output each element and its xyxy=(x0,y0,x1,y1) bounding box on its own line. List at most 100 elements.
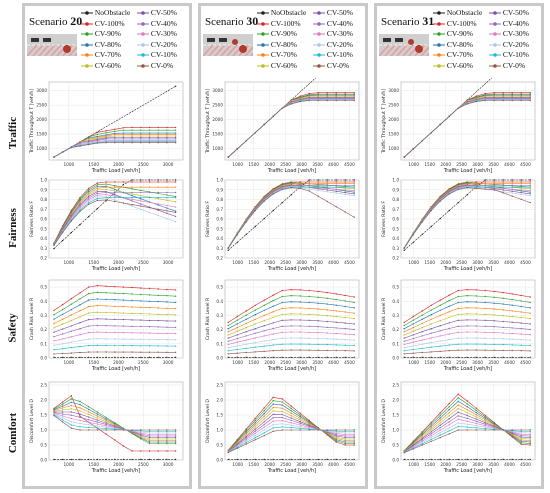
y-tick-label: 0.5 xyxy=(392,443,399,448)
data-point xyxy=(353,92,355,94)
data-point xyxy=(96,423,99,425)
data-point xyxy=(448,430,450,432)
data-point xyxy=(157,345,159,347)
data-point xyxy=(520,432,522,434)
data-point xyxy=(484,183,486,185)
data-point xyxy=(448,402,450,405)
y-axis-label: Fairness Ratio F xyxy=(29,201,35,237)
x-tick-label: 3000 xyxy=(472,360,483,365)
x-axis-label: Traffic Load [veh/h] xyxy=(443,168,492,174)
data-point xyxy=(166,199,168,201)
data-point xyxy=(148,458,151,461)
data-point xyxy=(53,322,55,325)
data-point xyxy=(299,427,301,429)
data-point xyxy=(308,289,310,292)
y-tick-label: 2500 xyxy=(212,103,223,108)
data-point xyxy=(148,181,151,183)
data-point xyxy=(308,92,310,95)
legend-label: CV-70% xyxy=(445,50,473,59)
data-point xyxy=(475,424,477,427)
x-tick-label: 4500 xyxy=(520,260,531,265)
data-point xyxy=(299,337,301,339)
data-point xyxy=(114,197,116,199)
legend-item: CV-10% xyxy=(313,50,353,59)
data-point xyxy=(131,195,133,197)
data-point xyxy=(140,133,142,136)
data-point xyxy=(96,413,99,415)
data-point xyxy=(308,307,310,310)
data-point xyxy=(344,430,346,433)
data-point xyxy=(281,407,283,409)
y-tick-label: 0.6 xyxy=(216,217,223,222)
y-tick-label: 2500 xyxy=(36,103,47,108)
data-point xyxy=(344,444,346,446)
data-point xyxy=(511,195,513,197)
data-point xyxy=(353,439,355,442)
data-point xyxy=(174,332,177,335)
data-point xyxy=(353,430,355,433)
y-tick-label: 0.7 xyxy=(40,207,47,212)
data-point xyxy=(61,313,64,316)
data-point xyxy=(227,353,229,355)
data-point xyxy=(511,188,513,190)
data-point xyxy=(448,193,450,195)
legend-item: CV-0% xyxy=(137,61,173,70)
data-point xyxy=(344,191,346,194)
x-tick-label: 1500 xyxy=(248,260,259,265)
data-point xyxy=(335,181,337,183)
data-point xyxy=(114,128,116,130)
plot-svg: 1000 1500 2000 2500 30000.00.51.01.52.02.5Tr… xyxy=(29,381,184,474)
data-point xyxy=(131,188,133,190)
data-point xyxy=(148,430,151,433)
data-point xyxy=(430,427,432,429)
data-point xyxy=(353,95,355,97)
data-point xyxy=(79,339,81,342)
data-point xyxy=(430,425,432,427)
data-point xyxy=(79,141,81,144)
data-point xyxy=(484,92,486,95)
data-point xyxy=(403,324,405,327)
data-point xyxy=(493,95,495,97)
data-point xyxy=(272,115,274,118)
data-point xyxy=(502,186,504,188)
data-point xyxy=(53,458,55,461)
data-point xyxy=(308,313,310,316)
data-point xyxy=(105,356,107,358)
data-point xyxy=(448,316,450,319)
data-point xyxy=(353,312,355,314)
data-point xyxy=(281,416,283,419)
data-point xyxy=(529,432,531,434)
legend-item: CV-50% xyxy=(489,8,529,17)
data-point xyxy=(439,414,441,417)
data-point xyxy=(502,291,504,294)
legend-item: CV-0% xyxy=(313,61,349,70)
legend-label: CV-10% xyxy=(149,50,177,59)
data-point xyxy=(79,206,81,208)
data-point xyxy=(281,313,283,316)
data-point xyxy=(227,328,229,330)
data-point xyxy=(466,426,468,428)
data-point xyxy=(174,85,177,87)
legend-item: CV-30% xyxy=(489,29,529,38)
data-point xyxy=(353,179,355,181)
data-point xyxy=(148,439,151,442)
data-point xyxy=(96,425,99,427)
data-point xyxy=(335,179,337,181)
data-point xyxy=(520,183,522,185)
data-point xyxy=(166,356,168,358)
data-point xyxy=(290,325,292,327)
data-point xyxy=(448,421,450,423)
scenario-prefix: Scenario xyxy=(381,16,423,28)
data-point xyxy=(96,131,99,133)
data-point xyxy=(493,331,495,334)
data-point xyxy=(475,184,477,187)
data-point xyxy=(466,423,468,425)
data-point xyxy=(96,185,99,188)
data-point xyxy=(335,429,337,431)
data-point xyxy=(79,334,81,336)
data-point xyxy=(403,156,405,158)
legend-marker xyxy=(81,10,93,16)
data-point xyxy=(290,331,292,333)
data-point xyxy=(96,182,99,184)
data-point xyxy=(79,298,81,300)
